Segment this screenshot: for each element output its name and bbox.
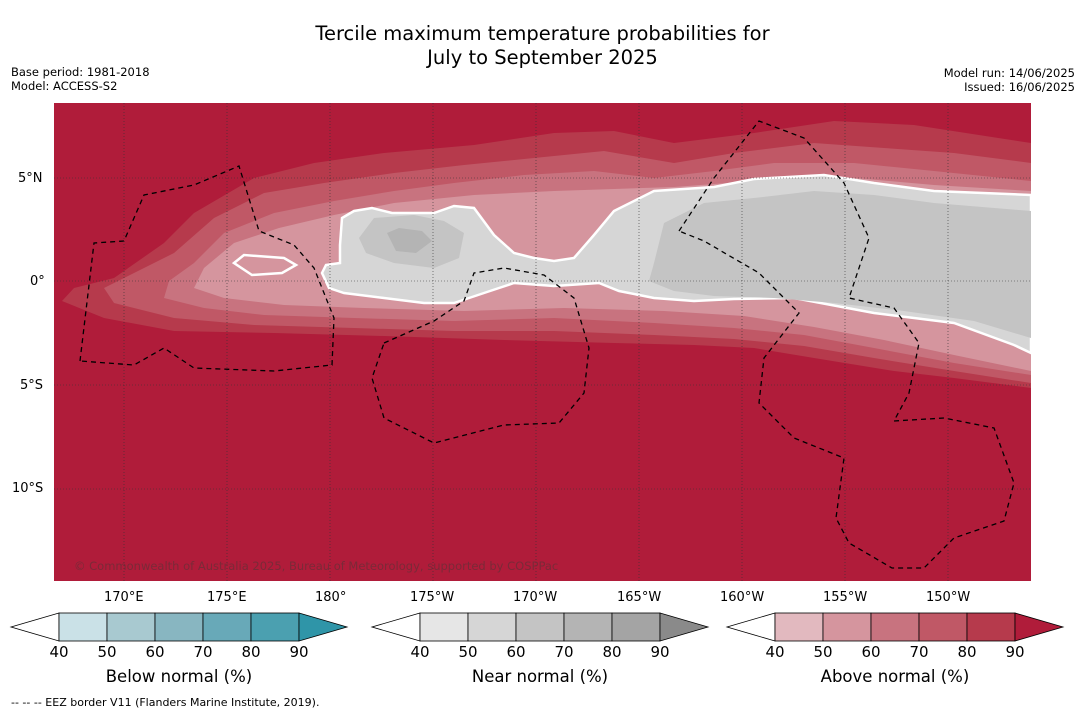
- lon-label-170w: 170°W: [513, 590, 558, 605]
- colorbar-below-level-label: 50: [97, 643, 117, 661]
- colorbar-below-segment: [106, 612, 156, 642]
- colorbar-near-level-label: 70: [554, 643, 574, 661]
- copyright-text: © Commonwealth of Australia 2025, Bureau…: [74, 559, 558, 573]
- colorbar-near-level-label: 80: [602, 643, 622, 661]
- colorbar-near-level-label: 90: [650, 643, 670, 661]
- colorbar-below-high-extend: [298, 612, 349, 642]
- colorbar-above: [725, 612, 1065, 642]
- colorbar-above-low-extend: [725, 612, 776, 642]
- title-line-1: Tercile maximum temperature probabilitie…: [315, 22, 770, 45]
- issued-date: Issued: 16/06/2025: [964, 80, 1075, 94]
- colorbar-near: [370, 612, 710, 642]
- near-normal-50-east: [649, 191, 1031, 338]
- colorbar-below-segment: [154, 612, 204, 642]
- colorbar-below-level-label: 60: [145, 643, 165, 661]
- colorbar-below-low-extend: [9, 612, 60, 642]
- colorbar-above-segment: [774, 612, 824, 642]
- meta-right: Model run: 14/06/2025 Issued: 16/06/2025: [944, 66, 1075, 94]
- colorbars: [9, 612, 1065, 642]
- lon-label-180: 180°: [315, 590, 347, 605]
- colorbar-below-level-label: 40: [49, 643, 69, 661]
- colorbar-near-level-label: 40: [410, 643, 430, 661]
- colorbar-above-level-label: 80: [957, 643, 977, 661]
- model-run: Model run: 14/06/2025: [943, 66, 1075, 80]
- colorbar-title-near: Near normal (%): [471, 667, 609, 686]
- colorbar-above-level-label: 70: [909, 643, 929, 661]
- colorbar-near-level-label: 50: [458, 643, 478, 661]
- colorbar-title-below: Below normal (%): [105, 667, 253, 686]
- colorbar-above-high-extend: [1014, 612, 1065, 642]
- title-line-2: July to September 2025: [427, 46, 658, 69]
- probability-map: © Commonwealth of Australia 2025, Bureau…: [54, 103, 1031, 581]
- colorbar-above-segment: [918, 612, 968, 642]
- grid-lines: [54, 103, 1031, 581]
- colorbar-near-segment: [467, 612, 517, 642]
- colorbar-below-segment: [202, 612, 252, 642]
- lat-label-5n: 5°N: [18, 171, 43, 186]
- meta-left: Base period: 1981-2018 Model: ACCESS-S2: [11, 65, 150, 93]
- eez-footnote: -- -- -- EEZ border V11 (Flanders Marine…: [11, 696, 320, 709]
- colorbar-near-high-extend: [659, 612, 710, 642]
- colorbar-below-level-label: 80: [241, 643, 261, 661]
- lon-label-165w: 165°W: [617, 590, 662, 605]
- lon-label-160w: 160°W: [720, 590, 765, 605]
- colorbar-below-level-label: 70: [193, 643, 213, 661]
- above-island: [231, 253, 299, 277]
- colorbar-near-segment: [419, 612, 469, 642]
- colorbar-above-level-label: 60: [861, 643, 881, 661]
- colorbar-above-segment: [966, 612, 1016, 642]
- lon-label-150w: 150°W: [926, 590, 971, 605]
- colorbar-above-segment: [870, 612, 920, 642]
- colorbar-above-level-label: 90: [1005, 643, 1025, 661]
- base-period: Base period: 1981-2018: [11, 65, 150, 79]
- colorbar-near-segment: [611, 612, 661, 642]
- lat-label-10s: 10°S: [12, 481, 44, 496]
- lon-label-170e: 170°E: [104, 590, 144, 605]
- lon-label-175w: 175°W: [410, 590, 455, 605]
- colorbar-near-segment: [563, 612, 613, 642]
- colorbar-above-segment: [822, 612, 872, 642]
- eez-borders: [79, 120, 1015, 569]
- colorbar-near-low-extend: [370, 612, 421, 642]
- colorbar-below-segment: [250, 612, 300, 642]
- model-name: Model: ACCESS-S2: [11, 79, 118, 93]
- lon-label-155w: 155°W: [823, 590, 868, 605]
- colorbar-near-level-label: 60: [506, 643, 526, 661]
- lon-label-175e: 175°E: [207, 590, 247, 605]
- near-normal-60: [387, 228, 432, 253]
- colorbar-below: [9, 612, 349, 642]
- colorbar-below-segment: [58, 612, 108, 642]
- map-title: Tercile maximum temperature probabilitie…: [0, 22, 1085, 70]
- colorbar-above-level-label: 40: [765, 643, 785, 661]
- colorbar-below-level-label: 90: [289, 643, 309, 661]
- lat-label-0: 0°: [30, 274, 45, 289]
- colorbar-title-above: Above normal (%): [820, 667, 970, 686]
- colorbar-near-segment: [515, 612, 565, 642]
- colorbar-above-level-label: 50: [813, 643, 833, 661]
- lat-label-5s: 5°S: [20, 378, 44, 393]
